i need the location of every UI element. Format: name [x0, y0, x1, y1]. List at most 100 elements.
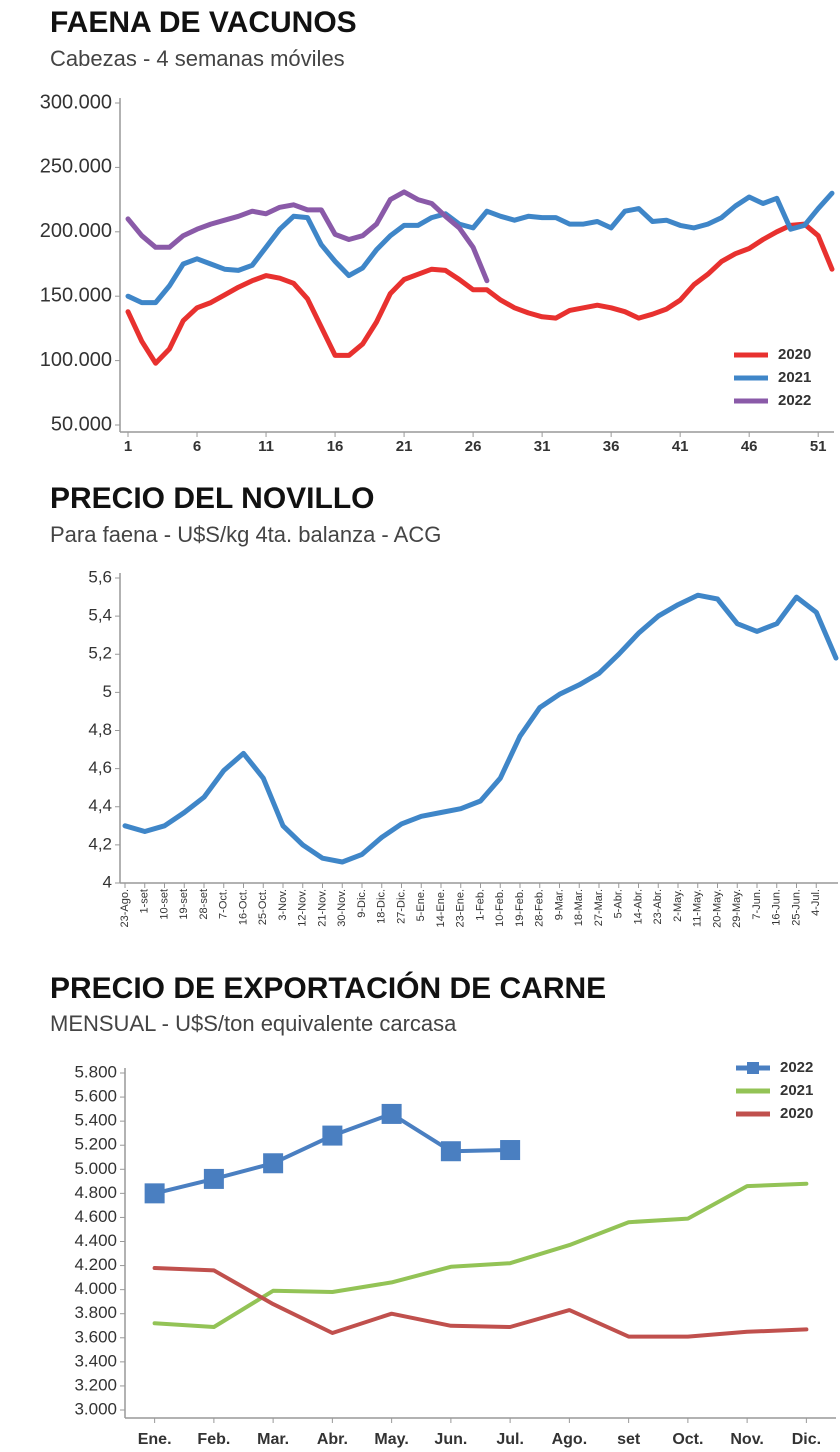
- point-marker: [203, 1168, 224, 1189]
- chart-subtitle: Para faena - U$S/kg 4ta. balanza - ACG: [50, 522, 441, 547]
- x-tick-label: 46: [741, 438, 758, 455]
- y-tick-label: 5,4: [88, 606, 112, 625]
- x-tick-label: 10-set: [158, 889, 170, 920]
- point-marker: [144, 1183, 165, 1204]
- y-tick-label: 100.000: [40, 349, 112, 371]
- x-tick-label: 31: [534, 438, 551, 455]
- x-tick-label: 16: [327, 438, 344, 455]
- line-series: [125, 221, 835, 366]
- y-tick-label: 5.400: [74, 1111, 117, 1130]
- x-tick-label: 11-May.: [692, 889, 704, 927]
- y-tick-label: 150.000: [40, 284, 112, 306]
- y-tick-label: 4.200: [74, 1255, 117, 1274]
- x-tick-label: 30-Nov.: [336, 889, 348, 927]
- line-series: [152, 1266, 809, 1339]
- x-tick-label: Nov.: [730, 1431, 763, 1448]
- point-marker: [500, 1140, 521, 1161]
- x-tick-label: 27-Mar.: [593, 889, 605, 926]
- x-tick-label: Abr.: [317, 1431, 348, 1448]
- legend-swatch-marker: [747, 1062, 759, 1074]
- legend-label: 2020: [778, 346, 811, 363]
- y-tick-label: 3.200: [74, 1375, 117, 1394]
- x-tick-label: 12-Nov.: [297, 889, 309, 927]
- x-tick-label: 1: [124, 438, 132, 455]
- x-tick-label: 7-Oct.: [218, 889, 230, 919]
- y-tick-label: 5.000: [74, 1159, 117, 1178]
- y-tick-label: 4,4: [88, 796, 112, 815]
- legend-label: 2020: [780, 1105, 813, 1122]
- chart-title: PRECIO DEL NOVILLO: [50, 482, 374, 515]
- y-tick-label: 4.400: [74, 1231, 117, 1250]
- x-tick-label: 28-Feb.: [534, 889, 546, 927]
- y-tick-label: 5,6: [88, 567, 112, 586]
- x-tick-label: Oct.: [672, 1431, 703, 1448]
- y-tick-label: 200.000: [40, 220, 112, 242]
- y-tick-label: 4.800: [74, 1183, 117, 1202]
- y-tick-label: 50.000: [51, 413, 112, 435]
- x-tick-label: 5-Abr.: [613, 889, 625, 918]
- x-tick-label: 11: [258, 438, 274, 455]
- x-tick-label: 19-set: [178, 889, 190, 920]
- x-tick-label: 5-Ene.: [415, 889, 427, 921]
- y-tick-label: 4,2: [88, 834, 112, 853]
- x-tick-label: 4-Jul.: [810, 889, 822, 916]
- x-tick-label: 10-Feb.: [494, 889, 506, 927]
- x-tick-label: 21: [396, 438, 413, 455]
- y-tick-label: 3.400: [74, 1351, 117, 1370]
- x-tick-label: 1-set: [139, 889, 151, 913]
- y-tick-label: 5.600: [74, 1087, 117, 1106]
- legend-label: 2022: [778, 392, 811, 409]
- x-tick-label: 1-Feb.: [474, 889, 486, 921]
- x-tick-label: 25-Jun.: [790, 889, 802, 926]
- line-series: [122, 592, 839, 865]
- y-tick-label: 4.600: [74, 1207, 117, 1226]
- x-tick-label: 23-Ago.: [119, 889, 131, 928]
- y-tick-label: 3.000: [74, 1399, 117, 1418]
- y-tick-label: 5,2: [88, 644, 112, 663]
- x-tick-label: 36: [603, 438, 620, 455]
- y-tick-label: 4,6: [88, 758, 112, 777]
- y-tick-label: 3.800: [74, 1303, 117, 1322]
- chart-title: FAENA DE VACUNOS: [50, 6, 357, 39]
- y-tick-label: 5: [103, 682, 112, 701]
- x-tick-label: Jul.: [496, 1431, 524, 1448]
- y-tick-label: 250.000: [40, 156, 112, 178]
- x-tick-label: 14-Abr.: [632, 889, 644, 924]
- x-tick-label: 51: [810, 438, 827, 455]
- line-series: [152, 1181, 809, 1329]
- x-tick-label: 3-Nov.: [277, 889, 289, 921]
- x-tick-label: 9-Dic.: [356, 889, 368, 918]
- x-tick-label: 27-Dic.: [395, 889, 407, 924]
- x-tick-label: 25-Oct.: [257, 889, 269, 925]
- line-series: [125, 190, 835, 306]
- chart-title: PRECIO DE EXPORTACIÓN DE CARNE: [50, 971, 606, 1005]
- y-tick-label: 300.000: [40, 91, 112, 113]
- x-tick-label: Jun.: [434, 1431, 467, 1448]
- x-tick-label: 41: [672, 438, 689, 455]
- x-tick-label: 23-Ene.: [455, 889, 467, 928]
- x-tick-label: 2-May.: [672, 889, 684, 922]
- x-tick-label: Feb.: [197, 1431, 230, 1448]
- x-tick-label: 29-May.: [731, 889, 743, 928]
- point-marker: [322, 1125, 343, 1146]
- x-tick-label: Mar.: [257, 1431, 289, 1448]
- x-tick-label: 18-Mar.: [573, 889, 585, 926]
- x-tick-label: 7-Jun.: [751, 889, 763, 920]
- x-tick-label: 9-Mar.: [553, 889, 565, 920]
- x-tick-label: 23-Abr.: [652, 889, 664, 924]
- x-tick-label: 16-Oct.: [237, 889, 249, 925]
- line-series: [125, 189, 490, 284]
- chart-subtitle: Cabezas - 4 semanas móviles: [50, 46, 345, 71]
- y-tick-label: 4,8: [88, 720, 112, 739]
- point-marker: [263, 1153, 284, 1174]
- legend-label: 2021: [780, 1082, 813, 1099]
- y-tick-label: 4.000: [74, 1279, 117, 1298]
- legend-label: 2022: [780, 1059, 813, 1076]
- x-tick-label: Ene.: [138, 1431, 172, 1448]
- legend-label: 2021: [778, 369, 811, 386]
- x-tick-label: 20-May.: [711, 889, 723, 928]
- x-tick-label: 21-Nov.: [316, 889, 328, 927]
- x-tick-label: Ago.: [552, 1431, 588, 1448]
